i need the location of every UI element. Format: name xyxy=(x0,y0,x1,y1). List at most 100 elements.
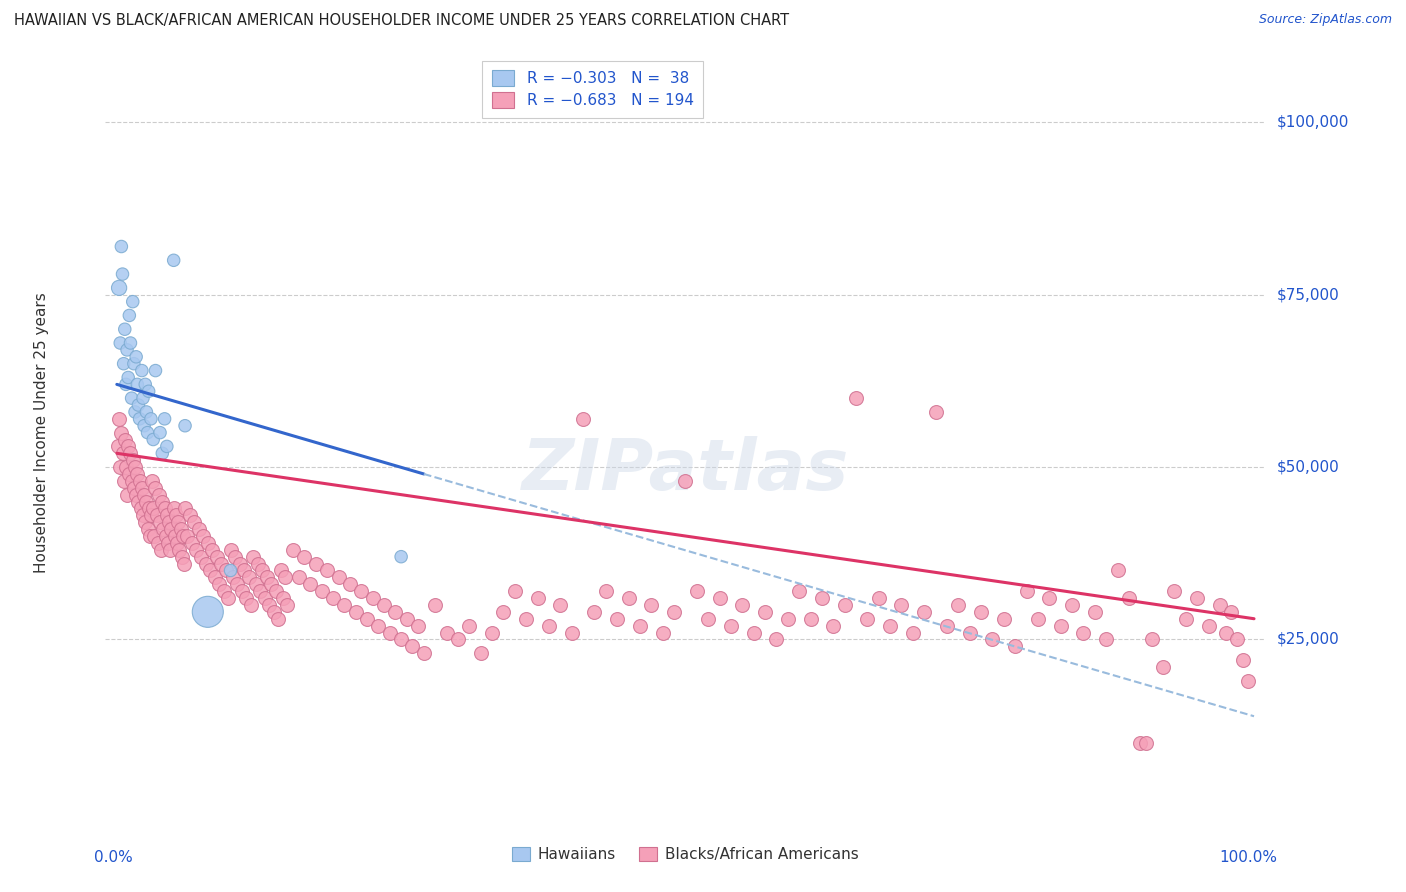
Point xyxy=(145,508,167,523)
Point xyxy=(132,391,155,405)
Point xyxy=(121,474,143,488)
Point xyxy=(173,557,195,571)
Point xyxy=(124,460,146,475)
Point xyxy=(149,425,172,440)
Point xyxy=(228,557,250,571)
Point xyxy=(1185,591,1208,605)
Point xyxy=(1107,564,1129,578)
Point xyxy=(149,515,172,529)
Point xyxy=(970,605,993,619)
Point xyxy=(235,591,257,605)
Point xyxy=(260,577,283,591)
Point xyxy=(134,377,156,392)
Point xyxy=(959,625,981,640)
Point xyxy=(245,577,267,591)
Point xyxy=(1073,625,1095,640)
Point xyxy=(121,294,143,309)
Point xyxy=(118,309,141,323)
Point xyxy=(492,605,515,619)
Point xyxy=(993,612,1015,626)
Point xyxy=(1015,584,1038,599)
Text: $100,000: $100,000 xyxy=(1277,115,1348,130)
Point xyxy=(124,405,146,419)
Point xyxy=(231,584,253,599)
Point xyxy=(138,384,160,399)
Point xyxy=(515,612,537,626)
Point xyxy=(1209,598,1232,612)
Point xyxy=(901,625,924,640)
Point xyxy=(150,446,173,460)
Point xyxy=(470,646,492,660)
Point xyxy=(617,591,640,605)
Point xyxy=(257,598,280,612)
Point xyxy=(765,632,787,647)
Point xyxy=(167,515,190,529)
Point xyxy=(1135,736,1157,750)
Point xyxy=(344,605,367,619)
Point xyxy=(135,405,157,419)
Point xyxy=(122,357,145,371)
Point xyxy=(108,412,131,426)
Point xyxy=(179,508,201,523)
Point xyxy=(401,640,423,654)
Point xyxy=(1049,618,1071,632)
Point xyxy=(224,549,246,564)
Point xyxy=(131,481,153,495)
Point xyxy=(112,474,135,488)
Point xyxy=(948,598,970,612)
Point xyxy=(311,584,333,599)
Point xyxy=(145,481,167,495)
Point xyxy=(166,536,188,550)
Point xyxy=(537,618,560,632)
Point xyxy=(127,398,149,412)
Point xyxy=(868,591,890,605)
Point xyxy=(662,605,685,619)
Point xyxy=(155,529,177,543)
Point xyxy=(686,584,709,599)
Point xyxy=(1129,736,1152,750)
Point xyxy=(219,564,242,578)
Point xyxy=(263,605,285,619)
Point xyxy=(856,612,879,626)
Point xyxy=(425,598,447,612)
Point xyxy=(132,418,156,433)
Point xyxy=(128,412,150,426)
Point xyxy=(412,646,434,660)
Point xyxy=(595,584,617,599)
Point xyxy=(118,467,141,481)
Point xyxy=(134,515,156,529)
Text: Householder Income Under 25 years: Householder Income Under 25 years xyxy=(34,293,49,573)
Point xyxy=(110,460,132,475)
Point xyxy=(811,591,834,605)
Point xyxy=(845,391,868,405)
Point xyxy=(122,481,145,495)
Point xyxy=(156,439,179,453)
Point xyxy=(131,363,153,377)
Point xyxy=(170,549,193,564)
Point xyxy=(163,529,186,543)
Point xyxy=(152,522,174,536)
Point xyxy=(145,363,167,377)
Point xyxy=(305,557,328,571)
Point xyxy=(160,522,183,536)
Point xyxy=(129,501,152,516)
Point xyxy=(1232,653,1254,667)
Point xyxy=(606,612,628,626)
Point xyxy=(242,549,264,564)
Point xyxy=(169,542,191,557)
Point xyxy=(146,536,169,550)
Point xyxy=(249,584,271,599)
Point xyxy=(378,625,401,640)
Point xyxy=(1163,584,1185,599)
Point xyxy=(361,591,384,605)
Point xyxy=(339,577,361,591)
Point xyxy=(238,570,260,584)
Point xyxy=(406,618,429,632)
Point xyxy=(240,598,263,612)
Point xyxy=(215,564,238,578)
Point xyxy=(389,549,412,564)
Point xyxy=(153,412,176,426)
Point xyxy=(194,557,217,571)
Point xyxy=(176,529,198,543)
Point xyxy=(367,618,389,632)
